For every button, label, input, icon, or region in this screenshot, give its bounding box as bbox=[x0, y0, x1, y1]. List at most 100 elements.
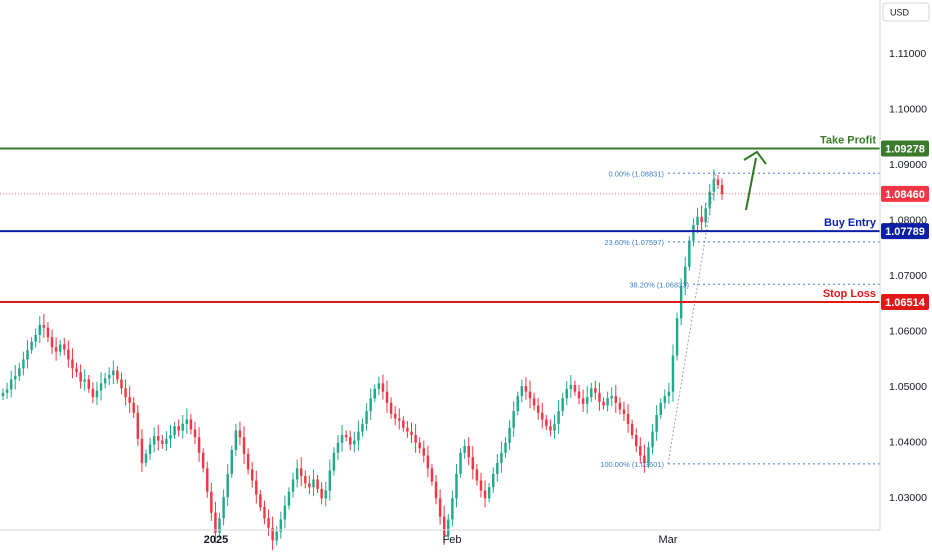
candle-body bbox=[492, 473, 495, 488]
candle bbox=[675, 312, 679, 361]
price-tick-label: 1.03000 bbox=[889, 492, 927, 504]
candle-body bbox=[418, 442, 421, 449]
candle-body bbox=[185, 419, 189, 424]
candle-body bbox=[667, 391, 671, 397]
candle bbox=[557, 400, 560, 434]
candle bbox=[651, 423, 654, 455]
candle bbox=[598, 382, 601, 411]
candle bbox=[63, 337, 66, 356]
candle-body bbox=[165, 438, 168, 444]
candle-body bbox=[349, 437, 352, 445]
level-price-text: 1.06514 bbox=[885, 297, 926, 309]
price-tick-label: 1.07000 bbox=[889, 270, 927, 282]
candle bbox=[328, 459, 332, 501]
candle-body bbox=[622, 409, 626, 414]
candle bbox=[210, 482, 213, 521]
candle bbox=[50, 329, 54, 355]
candle bbox=[214, 501, 217, 543]
candle bbox=[410, 422, 413, 443]
candle-body bbox=[565, 388, 568, 399]
candle bbox=[471, 446, 475, 480]
candle-body bbox=[46, 327, 50, 338]
candle bbox=[238, 421, 242, 446]
candle-body bbox=[581, 398, 585, 404]
candle-body bbox=[75, 368, 78, 373]
candle-body bbox=[144, 453, 148, 463]
candle-body bbox=[120, 379, 123, 389]
candle-body bbox=[475, 469, 479, 481]
candle bbox=[99, 372, 103, 401]
candle-body bbox=[328, 470, 332, 491]
candle-body bbox=[626, 413, 630, 424]
candle bbox=[193, 421, 197, 445]
currency-button[interactable]: USD bbox=[882, 2, 930, 22]
candle-body bbox=[157, 436, 160, 441]
price-tick-label: 1.06000 bbox=[889, 326, 927, 338]
candle-body bbox=[67, 349, 70, 360]
candle bbox=[492, 467, 495, 494]
candle-body bbox=[279, 519, 283, 532]
candle bbox=[79, 364, 82, 389]
candle bbox=[344, 430, 348, 442]
candle-body bbox=[684, 266, 687, 287]
candle bbox=[614, 385, 618, 413]
candle-body bbox=[671, 355, 675, 392]
candle bbox=[626, 403, 630, 433]
candle-body bbox=[26, 350, 29, 360]
level-price-text: 1.07789 bbox=[885, 226, 925, 238]
candle bbox=[332, 447, 336, 476]
candle-body bbox=[132, 402, 135, 413]
candle-body bbox=[140, 438, 144, 463]
candle bbox=[373, 384, 376, 403]
candle-body bbox=[107, 375, 111, 379]
candle bbox=[124, 379, 127, 406]
fib-level-label: 100.00% (1.03601) bbox=[600, 460, 664, 469]
candle bbox=[136, 405, 140, 446]
candle bbox=[287, 487, 291, 510]
price-axis: 1.11000 1.10000 1.09000 1.08000 1.07000 1.060… bbox=[0, 0, 927, 531]
candle-body bbox=[255, 480, 258, 495]
candle bbox=[177, 419, 180, 437]
candle-body bbox=[353, 440, 356, 445]
candle-body bbox=[430, 468, 434, 482]
level-name-label: Take Profit bbox=[820, 134, 876, 146]
candle bbox=[218, 512, 221, 538]
candle-body bbox=[103, 378, 107, 384]
candle-body bbox=[340, 435, 344, 443]
candle bbox=[569, 375, 573, 398]
candle-body bbox=[63, 344, 66, 350]
candle bbox=[120, 372, 123, 395]
candle bbox=[107, 367, 111, 386]
candle bbox=[324, 481, 327, 507]
candle bbox=[393, 406, 397, 426]
fib-level-label: 0.00% (1.08831) bbox=[609, 169, 665, 178]
level-name-label: Stop Loss bbox=[823, 288, 876, 300]
candle bbox=[91, 382, 95, 404]
time-axis: 2025 Feb Mar bbox=[204, 534, 678, 546]
candle bbox=[434, 475, 438, 505]
candle bbox=[5, 382, 9, 399]
candle bbox=[585, 386, 589, 414]
candle-body bbox=[663, 396, 667, 403]
candle-body bbox=[50, 337, 54, 348]
candle bbox=[312, 469, 315, 497]
candle bbox=[38, 316, 41, 343]
candle bbox=[189, 413, 193, 435]
candle-body bbox=[426, 455, 430, 469]
candle-body bbox=[320, 488, 323, 499]
candle bbox=[541, 402, 544, 429]
level-name-label: Buy Entry bbox=[824, 217, 877, 229]
candlestick-series bbox=[1, 169, 724, 551]
candle bbox=[606, 391, 609, 412]
candle bbox=[67, 340, 70, 368]
candle bbox=[414, 423, 417, 453]
candle-body bbox=[675, 318, 679, 356]
candle bbox=[54, 337, 58, 361]
candle-body bbox=[83, 379, 86, 382]
candle bbox=[508, 420, 511, 450]
candle-body bbox=[614, 396, 618, 403]
candle-body bbox=[545, 419, 548, 427]
candle-body bbox=[434, 481, 438, 499]
